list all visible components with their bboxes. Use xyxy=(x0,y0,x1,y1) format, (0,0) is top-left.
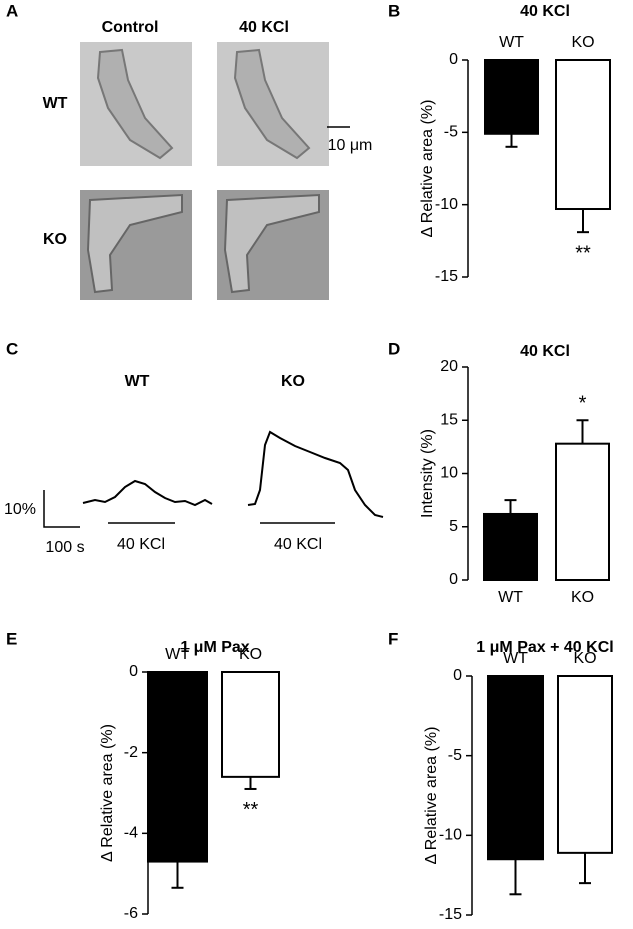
stimulus-label: 40 KCl xyxy=(274,536,322,553)
bar xyxy=(487,675,544,861)
y-tick-label: -15 xyxy=(439,906,462,923)
y-tick-label: -10 xyxy=(439,827,462,844)
micrograph xyxy=(80,190,192,300)
micrograph xyxy=(217,190,329,300)
scale-label: 10% xyxy=(4,501,36,518)
y-tick-label: 0 xyxy=(449,51,458,68)
x-tick-label: KO xyxy=(239,646,262,663)
chart-title: 1 μM Pax xyxy=(180,639,249,656)
bar xyxy=(555,442,610,581)
bar xyxy=(557,675,613,854)
trace xyxy=(82,479,213,507)
y-tick-label: 0 xyxy=(129,663,138,680)
y-tick-label: 10 xyxy=(440,465,458,482)
y-tick-label: 20 xyxy=(440,358,458,375)
y-tick-label: -15 xyxy=(435,268,458,285)
y-tick-label: -6 xyxy=(124,905,138,922)
panel-letter: B xyxy=(388,1,400,20)
bar xyxy=(555,59,611,211)
panel-letter: D xyxy=(388,339,400,358)
row-label: KO xyxy=(43,231,67,248)
scale-label: 10 μm xyxy=(328,137,373,154)
scale-bar xyxy=(43,490,80,528)
y-tick-label: 0 xyxy=(449,571,458,588)
x-tick-label: WT xyxy=(503,650,528,667)
chart-title: 1 μM Pax + 40 KCl xyxy=(476,639,613,656)
x-tick-label: WT xyxy=(165,646,190,663)
significance: ** xyxy=(575,242,591,264)
y-axis-label: Δ Relative area (%) xyxy=(419,100,436,238)
y-tick-label: 5 xyxy=(449,518,458,535)
y-tick-label: -2 xyxy=(124,744,138,761)
y-axis-label: Intensity (%) xyxy=(419,429,436,518)
chart-title: 40 KCl xyxy=(520,3,570,20)
significance: * xyxy=(579,393,587,415)
x-tick-label: WT xyxy=(499,34,524,51)
bar xyxy=(484,59,539,135)
panel-letter: F xyxy=(388,629,398,648)
bar xyxy=(483,512,538,581)
chart-title: 40 KCl xyxy=(520,343,570,360)
x-tick-label: KO xyxy=(571,589,594,606)
y-tick-label: -5 xyxy=(448,747,462,764)
bar xyxy=(147,671,208,863)
bar xyxy=(221,671,280,778)
trace-label: KO xyxy=(281,373,305,390)
y-tick-label: -4 xyxy=(124,825,138,842)
y-tick-label: -5 xyxy=(444,124,458,141)
row-label: WT xyxy=(43,95,68,112)
column-label: Control xyxy=(102,19,159,36)
panel-letter: C xyxy=(6,339,18,358)
x-tick-label: KO xyxy=(571,34,594,51)
trace-label: WT xyxy=(125,373,150,390)
y-tick-label: 0 xyxy=(453,667,462,684)
panel-letter: E xyxy=(6,629,17,648)
x-tick-label: KO xyxy=(573,650,596,667)
y-tick-label: -10 xyxy=(435,196,458,213)
panel-letter: A xyxy=(6,1,18,20)
stimulus-label: 40 KCl xyxy=(117,536,165,553)
micrograph xyxy=(217,42,329,166)
micrograph xyxy=(80,42,192,166)
column-label: 40 KCl xyxy=(239,19,289,36)
y-axis-label: Δ Relative area (%) xyxy=(99,724,116,862)
scale-label: 100 s xyxy=(45,539,84,556)
y-axis-label: Δ Relative area (%) xyxy=(423,727,440,865)
significance: ** xyxy=(243,799,259,821)
y-tick-label: 15 xyxy=(440,411,458,428)
trace xyxy=(247,430,384,518)
x-tick-label: WT xyxy=(498,589,523,606)
